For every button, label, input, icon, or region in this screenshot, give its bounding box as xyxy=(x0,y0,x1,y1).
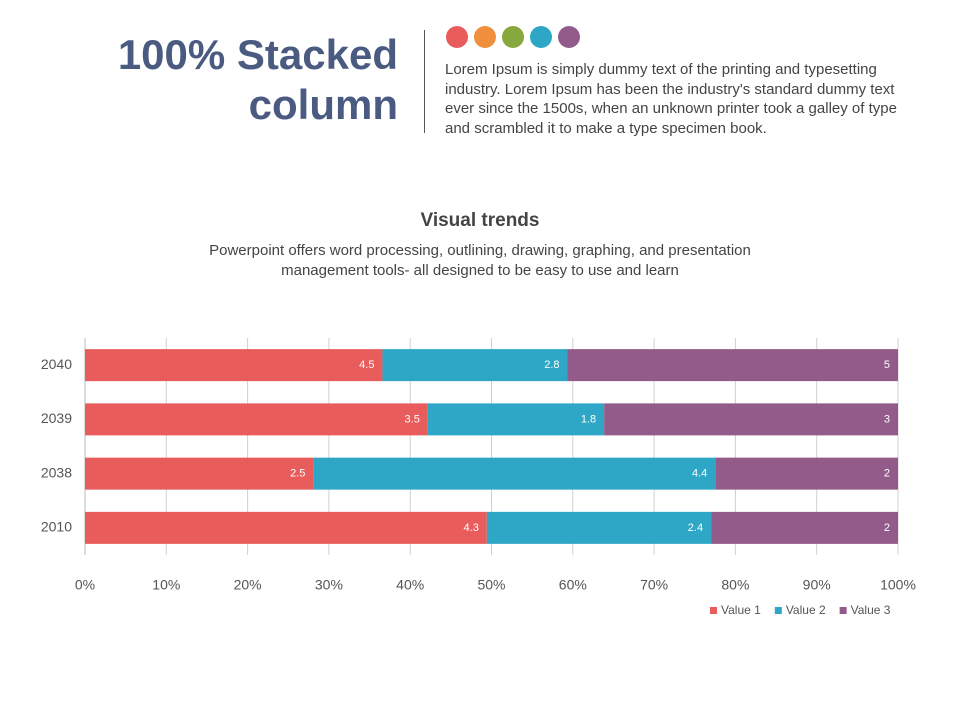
description: Lorem Ipsum is simply dummy text of the … xyxy=(445,61,897,137)
bar-segment xyxy=(313,457,716,490)
legend-label: Value 1 xyxy=(721,603,761,617)
bar-segment xyxy=(382,349,568,382)
slide-title: 100% Stacked column xyxy=(117,31,398,128)
dot xyxy=(446,26,468,48)
value-label: 2 xyxy=(884,522,890,534)
bar-segment xyxy=(604,403,898,436)
value-label: 2.8 xyxy=(544,359,559,371)
value-label: 4.4 xyxy=(692,468,707,480)
color-dots xyxy=(446,26,586,53)
x-tick-label: 50% xyxy=(477,577,505,593)
x-tick-label: 80% xyxy=(721,577,749,593)
legend-marker xyxy=(774,607,782,614)
x-tick-label: 0% xyxy=(75,577,95,593)
bar-segment xyxy=(486,511,712,544)
legend-label: Value 3 xyxy=(851,603,891,617)
legend-label: Value 2 xyxy=(786,603,826,617)
dot xyxy=(474,26,496,48)
legend-marker xyxy=(710,607,717,614)
bar-segment xyxy=(85,457,314,490)
x-tick-label: 20% xyxy=(234,577,262,593)
bar-segment xyxy=(85,403,428,436)
value-label: 4.3 xyxy=(464,522,479,534)
value-label: 4.5 xyxy=(359,359,374,371)
value-label: 2 xyxy=(884,468,890,480)
bar-segment xyxy=(85,349,383,382)
divider xyxy=(424,30,425,133)
y-tick-label: 2038 xyxy=(41,464,72,480)
x-tick-label: 100% xyxy=(880,577,916,593)
bar-segment xyxy=(715,457,898,490)
x-tick-label: 30% xyxy=(315,577,343,593)
bar-segment xyxy=(711,511,898,544)
value-label: 3.5 xyxy=(405,413,420,425)
value-label: 5 xyxy=(884,359,890,371)
y-tick-label: 2040 xyxy=(41,356,72,372)
dot xyxy=(502,26,524,48)
value-label: 2.5 xyxy=(290,468,305,480)
dot xyxy=(530,26,552,48)
x-tick-label: 70% xyxy=(640,577,668,593)
dot xyxy=(558,26,580,48)
bar-segment xyxy=(567,349,898,382)
y-tick-label: 2039 xyxy=(41,410,72,426)
x-tick-label: 90% xyxy=(803,577,831,593)
bar-segment xyxy=(85,511,487,544)
value-label: 3 xyxy=(884,413,890,425)
x-tick-label: 40% xyxy=(396,577,424,593)
legend-marker xyxy=(839,607,847,614)
value-label: 2.4 xyxy=(688,522,703,534)
x-tick-label: 60% xyxy=(559,577,587,593)
value-label: 1.8 xyxy=(581,413,596,425)
chart-subtitle: Powerpoint offers word processing, outli… xyxy=(209,242,751,279)
chart-title: Visual trends xyxy=(420,210,540,231)
bar-segment xyxy=(427,403,605,436)
y-tick-label: 2010 xyxy=(41,519,72,535)
x-tick-label: 10% xyxy=(152,577,180,593)
